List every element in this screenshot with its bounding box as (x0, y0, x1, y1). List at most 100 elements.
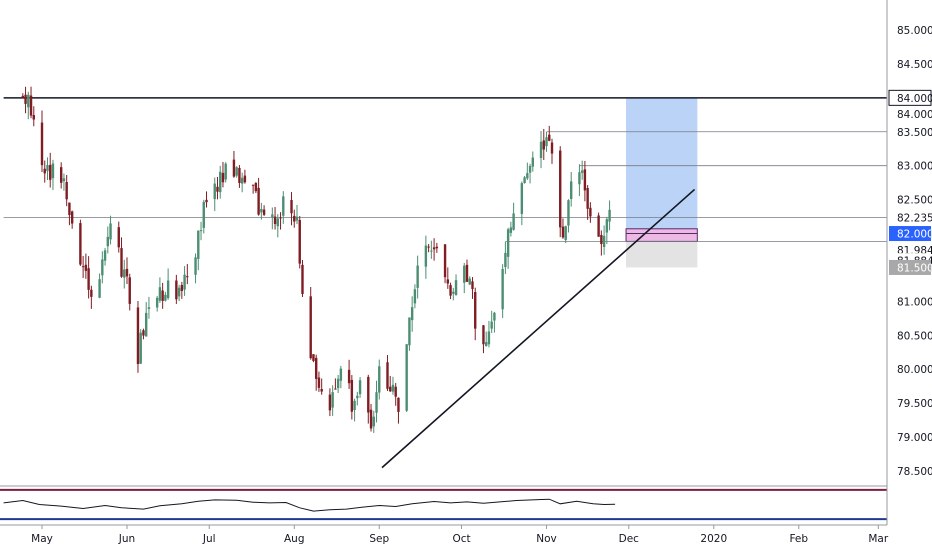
candle-body-6 (43, 168, 46, 174)
candle-body-12 (65, 182, 68, 200)
candle-body-22 (103, 250, 107, 261)
price-badge-bg-0 (888, 89, 932, 106)
x-tick-label-9: Feb (789, 533, 808, 545)
candle-body-96 (389, 386, 392, 392)
candle-body-89 (358, 380, 362, 395)
y-tick-label-5: 81.000 (897, 296, 932, 308)
candle-body-148 (586, 188, 589, 209)
entry-box[interactable] (625, 228, 698, 242)
candle-body-26 (120, 248, 123, 277)
candle-body-41 (177, 287, 181, 297)
candle-body-83 (336, 378, 340, 389)
price-badge-bg-5 (889, 226, 931, 242)
candle-body-95 (386, 362, 389, 389)
x-tick-label-10: Mar (868, 533, 888, 545)
candle-body-137 (545, 137, 548, 147)
candle-body-5 (40, 122, 44, 166)
candle-body-9 (51, 163, 55, 179)
candle-body-119 (474, 292, 477, 329)
candle-body-77 (314, 357, 318, 379)
candle-body-87 (353, 400, 356, 411)
candle-body-149 (589, 207, 592, 217)
price-badge-bg-1 (889, 106, 931, 122)
candle-body-142 (564, 226, 567, 241)
horizontal-levels[interactable] (3, 97, 887, 242)
candle-body-121 (484, 342, 488, 346)
price-badge-4: 82.235 (897, 213, 932, 225)
candle-body-153 (605, 219, 609, 233)
candle-body-11 (62, 178, 66, 182)
candle-body-28 (125, 268, 129, 277)
candle-body-140 (559, 150, 562, 228)
candle-body-68 (279, 217, 282, 219)
price-badge-bg-8 (889, 259, 931, 275)
candle-body-46 (197, 230, 200, 259)
candle-body-117 (468, 278, 471, 285)
candle-body-60 (251, 184, 255, 186)
candle-body-35 (155, 297, 159, 308)
position-tool[interactable] (625, 97, 698, 268)
candle-body-81 (331, 392, 334, 408)
price-badge-3: 83.000 (897, 161, 932, 173)
y-tick-label-1: 79.000 (897, 432, 932, 444)
candle-body-103 (413, 289, 417, 304)
candle-body-67 (276, 218, 280, 227)
candle-body-111 (446, 279, 450, 284)
candle-body-32 (142, 330, 145, 336)
candle-body-50 (213, 183, 216, 200)
candle-body-64 (262, 209, 266, 215)
candle-body-10 (59, 167, 63, 183)
trendline-group[interactable] (381, 188, 696, 469)
candle-body-125 (501, 269, 504, 310)
price-badge-bg-3 (889, 158, 931, 174)
candle-body-150 (597, 215, 600, 237)
candle-body-107 (430, 250, 433, 252)
candle-body-57 (238, 167, 241, 183)
candle-body-78 (317, 377, 321, 388)
x-tick-label-2: Jul (202, 533, 216, 545)
candle-body-61 (254, 183, 258, 192)
candle-body-92 (372, 416, 375, 427)
candle-body-80 (328, 394, 332, 411)
candle-body-73 (298, 219, 301, 264)
candle-body-14 (70, 211, 74, 224)
candle-body-98 (394, 386, 397, 397)
y-tick-label-12: 84.500 (897, 59, 932, 71)
price-badge-1: 84.000 (897, 109, 932, 121)
candle-body-133 (528, 165, 532, 173)
y-tick-label-8: 82.500 (897, 195, 932, 207)
candle-body-38 (164, 294, 167, 301)
candle-body-1 (24, 94, 27, 104)
candle-body-106 (427, 246, 430, 248)
candle-body-143 (567, 200, 570, 226)
trendline[interactable] (381, 188, 696, 469)
candle-body-43 (183, 274, 186, 290)
candle-body-0 (21, 95, 25, 98)
candle-body-69 (282, 196, 285, 216)
candle-body-34 (147, 307, 151, 309)
candle-body-120 (482, 325, 485, 345)
candle-body-116 (465, 264, 469, 282)
candle-body-4 (32, 115, 35, 120)
candle-body-131 (523, 177, 526, 184)
candle-body-54 (224, 163, 227, 180)
candle-body-145 (578, 172, 581, 185)
candle-body-82 (334, 388, 337, 390)
price-badges: 84.00084.00083.50083.00082.23582.00081.9… (888, 89, 932, 275)
candle-body-18 (87, 268, 90, 290)
candle-body-58 (240, 177, 244, 184)
candle-body-136 (542, 140, 545, 150)
x-tick-label-3: Aug (284, 533, 305, 545)
candle-body-70 (290, 200, 293, 214)
candle-body-8 (49, 164, 52, 180)
candle-body-42 (180, 285, 184, 291)
candle-body-13 (68, 202, 71, 216)
candle-body-109 (435, 246, 439, 249)
candle-body-134 (531, 157, 535, 167)
candle-body-76 (312, 354, 315, 361)
candle-body-44 (186, 276, 189, 278)
candle-body-19 (90, 289, 93, 297)
price-badge-bg-2 (889, 124, 931, 140)
candle-body-84 (339, 368, 343, 381)
